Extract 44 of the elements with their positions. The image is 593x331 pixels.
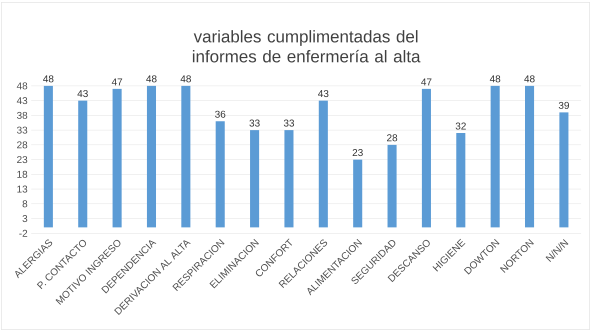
bar <box>318 100 328 228</box>
y-tick-label: 33 <box>16 126 28 134</box>
data-label: 32 <box>456 122 466 130</box>
y-tick-label: 48 <box>16 82 28 90</box>
y-tick-label: 28 <box>17 141 28 148</box>
bar <box>112 88 122 228</box>
y-tick-label: 3 <box>22 214 28 222</box>
bar <box>422 88 431 228</box>
data-label: 23 <box>352 148 363 156</box>
data-label: 47 <box>421 78 432 86</box>
y-tick-label: 23 <box>17 156 28 164</box>
bar <box>490 86 500 228</box>
y-tick-label: 18 <box>17 170 28 178</box>
y-tick-label: 13 <box>17 186 28 193</box>
bar <box>284 130 294 228</box>
data-label: 43 <box>77 90 88 98</box>
bar <box>44 86 53 228</box>
bar <box>216 121 225 228</box>
chart-title: variables cumplimentadas del informes de enfermería al alta <box>192 30 420 62</box>
y-tick-label: 43 <box>16 97 28 104</box>
data-label: 36 <box>215 110 226 118</box>
y-tick-label: -2 <box>19 230 28 237</box>
y-tick-label: 38 <box>16 112 28 119</box>
data-label: 48 <box>490 75 500 82</box>
bar <box>250 130 260 228</box>
bar <box>353 160 362 228</box>
data-label: 33 <box>284 120 294 127</box>
data-label: 48 <box>180 75 191 82</box>
data-label: 48 <box>43 75 54 82</box>
bar <box>78 100 88 228</box>
data-label: 33 <box>249 120 260 127</box>
data-label: 43 <box>318 90 328 98</box>
data-label: 28 <box>387 134 398 142</box>
data-label: 39 <box>558 102 569 109</box>
bar <box>388 144 397 228</box>
bar <box>146 86 156 228</box>
bar <box>181 86 190 228</box>
data-label: 48 <box>146 75 157 82</box>
y-tick-label: 8 <box>22 200 28 208</box>
bar <box>559 112 568 228</box>
data-label: 48 <box>524 75 535 82</box>
data-label: 47 <box>112 78 122 86</box>
bar <box>525 86 534 228</box>
bar <box>456 133 466 228</box>
